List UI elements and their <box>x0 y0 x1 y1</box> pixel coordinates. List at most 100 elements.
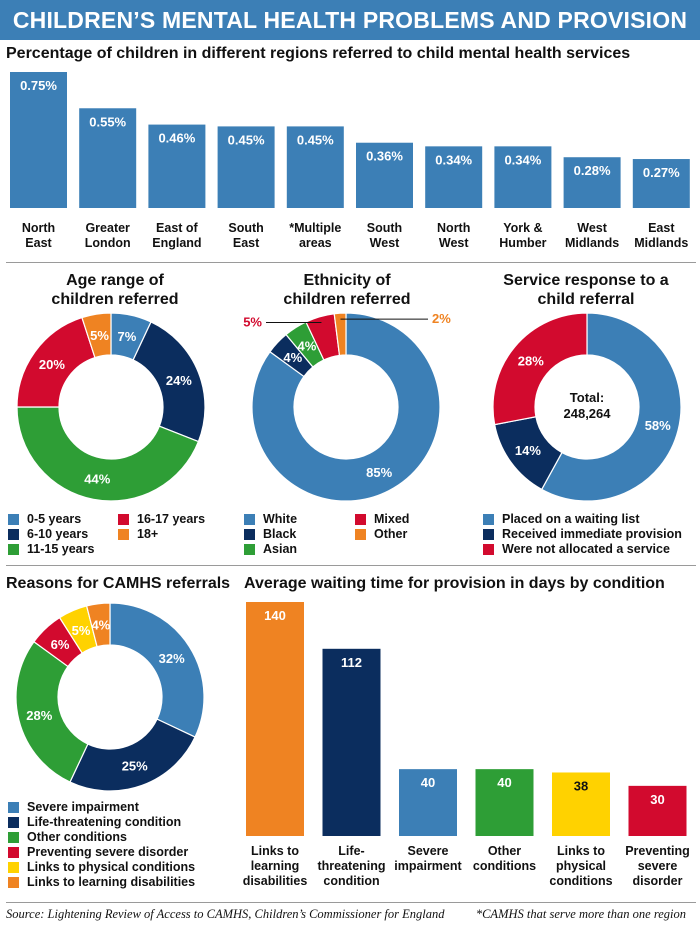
donut-slice <box>251 312 441 502</box>
legend-label: Links to physical conditions <box>27 860 196 874</box>
category-label: York & <box>503 221 542 235</box>
category-label: Links to <box>557 844 605 858</box>
category-label: severe <box>638 859 678 873</box>
category-label: condition <box>323 874 379 888</box>
waiting-bar <box>399 769 457 836</box>
region-bar-chart: 0.75%NorthEast0.55%GreaterLondon0.46%Eas… <box>10 72 690 250</box>
legend-item: Other <box>355 527 407 541</box>
slice-label: 4% <box>283 350 302 365</box>
category-label: England <box>152 236 201 250</box>
slice-label: 5% <box>243 314 262 329</box>
legend-item: Links to learning disabilities <box>8 875 195 889</box>
bar-value-label: 0.75% <box>20 78 57 93</box>
legend-item: Links to physical conditions <box>8 860 195 874</box>
swatch <box>8 801 19 813</box>
legend-label: Black <box>263 527 297 541</box>
bar-value-label: 38 <box>574 778 588 793</box>
category-label: Other <box>488 844 521 858</box>
slice-label: 44% <box>84 472 110 487</box>
category-label: Greater <box>85 221 130 235</box>
title-line: children referred <box>51 291 179 308</box>
slice-label: 2% <box>432 311 451 326</box>
slice-label: 6% <box>51 637 70 652</box>
legend-label: Received immediate provision <box>502 527 682 541</box>
waiting-bar <box>475 769 534 836</box>
swatch <box>8 528 19 540</box>
slice-label: 5% <box>90 328 109 343</box>
age-chart-title: Age range of children referred <box>20 271 210 309</box>
title-line: Ethnicity of <box>303 272 391 289</box>
category-label: *Multiple <box>289 221 341 235</box>
ethnicity-chart-title: Ethnicity of children referred <box>252 271 442 309</box>
slice-label: 28% <box>26 708 52 723</box>
legend-item: Severe impairment <box>8 800 139 814</box>
category-label: conditions <box>549 874 612 888</box>
slice-label: 20% <box>39 357 65 372</box>
reasons-legend: Severe impairment Life-threatening condi… <box>0 800 240 895</box>
category-label: conditions <box>473 859 536 873</box>
footnote: *CAMHS that serve more than one region <box>475 907 686 921</box>
category-label: South <box>367 221 402 235</box>
legend-label: 16-17 years <box>137 512 206 526</box>
category-label: disorder <box>632 874 682 888</box>
swatch <box>8 513 19 525</box>
region-bar <box>632 159 690 208</box>
category-label: South <box>228 221 263 235</box>
bar-value-label: 0.34% <box>504 152 541 167</box>
bar-value-label: 0.36% <box>366 149 403 164</box>
waiting-bar <box>246 602 304 836</box>
bar-value-label: 0.55% <box>89 114 126 129</box>
legend-label: White <box>263 512 298 526</box>
category-label: West <box>439 236 469 250</box>
bar-value-label: 0.45% <box>228 132 265 147</box>
legend-label: Asian <box>263 542 298 556</box>
category-label: London <box>85 236 131 250</box>
donut-slice <box>492 312 588 426</box>
category-label: threatening <box>317 859 385 873</box>
legend-item: White <box>244 512 297 526</box>
title-line: children referred <box>283 291 411 308</box>
waiting-bar <box>628 785 687 836</box>
legend-item: 16-17 years <box>118 512 205 526</box>
legend-label: 11-15 years <box>27 542 95 556</box>
slice-label: 32% <box>159 651 185 666</box>
swatch <box>483 513 494 525</box>
legend-item: Other conditions <box>8 830 127 844</box>
divider <box>6 262 696 263</box>
region-bar <box>356 142 413 208</box>
donut-slice <box>540 312 682 502</box>
category-label: impairment <box>394 859 462 873</box>
bar-value-label: 112 <box>341 655 362 670</box>
bar-value-label: 30 <box>650 792 664 807</box>
swatch <box>8 876 19 888</box>
swatch <box>355 513 366 525</box>
legend-item: Were not allocated a service <box>483 542 670 556</box>
swatch <box>8 846 19 858</box>
category-label: North <box>437 221 470 235</box>
category-label: Life- <box>338 844 364 858</box>
region-bar <box>79 108 137 208</box>
slice-label: 85% <box>366 465 392 480</box>
legend-label: Severe impairment <box>27 800 139 814</box>
legend-item: Mixed <box>355 512 409 526</box>
slice-label: 58% <box>645 418 671 433</box>
divider <box>6 565 696 566</box>
swatch <box>244 513 255 525</box>
category-label: Severe <box>407 844 448 858</box>
legend-label: Were not allocated a service <box>502 542 670 556</box>
region-bar <box>286 126 344 208</box>
category-label: East <box>648 221 675 235</box>
category-label: learning <box>251 859 300 873</box>
category-label: disabilities <box>243 874 308 888</box>
category-label: Midlands <box>634 236 688 250</box>
region-bar <box>425 146 483 208</box>
title-line: Service response to a <box>503 272 669 289</box>
donut-slice <box>85 602 111 648</box>
legend-label: 18+ <box>137 527 159 541</box>
legend-item: Received immediate provision <box>483 527 682 541</box>
bar-value-label: 140 <box>264 608 286 623</box>
reasons-chart-title: Reasons for CAMHS referrals <box>6 575 231 592</box>
slice-label: 14% <box>515 443 541 458</box>
swatch <box>118 528 129 540</box>
